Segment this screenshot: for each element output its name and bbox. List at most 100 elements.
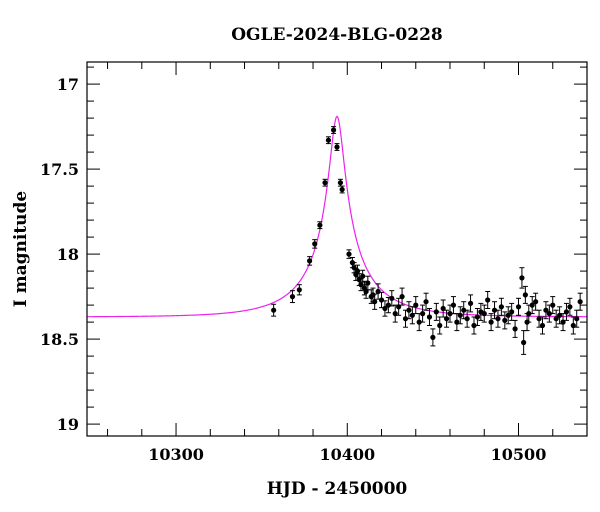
plot-frame [86, 61, 588, 437]
data-point [515, 297, 522, 316]
point-marker [296, 287, 302, 293]
data-point [546, 304, 552, 323]
point-marker [382, 305, 388, 312]
data-point [464, 309, 470, 328]
x-axis-label: HJD - 2450000 [267, 479, 408, 499]
point-marker [447, 311, 453, 317]
point-marker [312, 241, 318, 247]
data-point [363, 284, 369, 299]
data-point [416, 313, 422, 332]
point-marker [450, 302, 457, 308]
data-point [488, 313, 494, 332]
data-point [360, 269, 366, 283]
point-marker [330, 127, 337, 133]
point-marker [553, 316, 559, 322]
data-point [330, 126, 337, 134]
point-marker [423, 299, 429, 305]
x-tick-label: 10500 [491, 445, 547, 464]
data-point [577, 292, 583, 311]
data-point [467, 294, 474, 313]
data-point [519, 267, 525, 289]
data-point [426, 308, 433, 326]
point-marker [378, 297, 385, 303]
point-marker [464, 316, 470, 322]
data-point [505, 306, 511, 325]
point-marker [325, 137, 332, 143]
point-marker [430, 334, 436, 340]
point-marker [481, 311, 487, 317]
data-point [402, 309, 409, 328]
data-point [474, 308, 481, 326]
y-tick-label: 18.5 [40, 330, 79, 349]
y-tick-label: 18 [57, 245, 79, 264]
data-point [574, 309, 580, 328]
point-marker [339, 186, 345, 193]
point-marker [498, 304, 504, 310]
point-marker [443, 316, 450, 322]
y-axis-label: I magnitude [11, 191, 31, 308]
data-point [495, 309, 501, 328]
point-marker [402, 316, 409, 322]
data-point [509, 302, 515, 321]
y-tick-label: 19 [57, 415, 79, 434]
point-marker [322, 180, 328, 186]
point-marker [420, 311, 426, 317]
point-marker [360, 273, 366, 279]
data-point [481, 304, 487, 323]
data-point [378, 291, 385, 309]
point-marker [354, 268, 361, 274]
point-marker [375, 288, 381, 295]
data-point [339, 185, 345, 194]
data-point [389, 290, 395, 307]
point-marker [413, 302, 419, 308]
data-points [271, 126, 583, 355]
point-marker [485, 297, 491, 303]
point-marker [488, 319, 494, 325]
point-marker [533, 299, 539, 305]
point-marker [577, 299, 583, 305]
point-marker [307, 258, 313, 264]
point-marker [358, 282, 364, 288]
data-point [543, 301, 549, 320]
data-point [443, 309, 450, 328]
chart-title: OGLE-2024-BLG-0228 [231, 25, 443, 45]
data-point [502, 311, 508, 330]
data-point [478, 302, 484, 321]
data-point [271, 303, 277, 317]
point-marker [337, 180, 344, 186]
model-curve [86, 115, 588, 318]
data-point [550, 296, 556, 315]
data-point [322, 178, 328, 187]
data-point [296, 284, 302, 296]
data-point [567, 297, 573, 316]
point-marker [271, 307, 277, 313]
point-marker [505, 312, 511, 318]
data-point [433, 302, 439, 321]
data-point [420, 304, 426, 323]
point-marker [509, 309, 515, 315]
point-marker [550, 302, 556, 308]
data-point [334, 143, 340, 151]
point-marker [526, 311, 532, 317]
point-marker [567, 304, 573, 310]
point-marker [372, 299, 378, 305]
data-point [325, 136, 332, 145]
data-point [529, 296, 535, 315]
point-marker [563, 309, 570, 315]
data-point [317, 221, 323, 230]
point-marker [474, 314, 481, 320]
y-tick-label: 17.5 [40, 160, 79, 179]
data-point [522, 285, 528, 304]
data-point [372, 293, 378, 310]
data-point [512, 319, 518, 338]
data-point [440, 299, 446, 318]
data-point [312, 239, 318, 249]
data-point [498, 297, 504, 316]
point-marker [334, 144, 340, 150]
point-marker [389, 295, 395, 301]
point-marker [289, 294, 296, 300]
data-point [521, 330, 527, 355]
data-point [485, 291, 491, 309]
data-point [307, 256, 313, 266]
